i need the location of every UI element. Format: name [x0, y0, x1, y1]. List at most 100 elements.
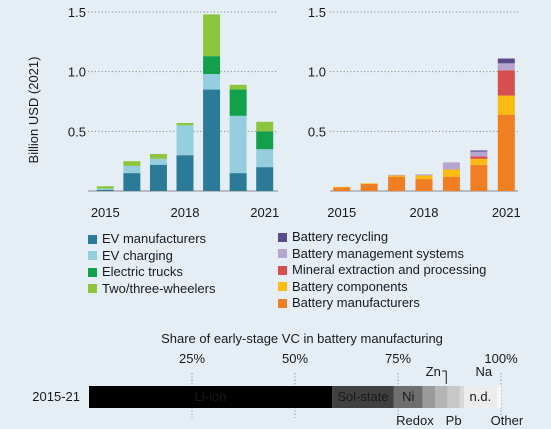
- share-segment: [332, 386, 394, 408]
- bar-segment: [388, 175, 406, 177]
- bar-segment: [123, 161, 141, 166]
- legend-label: Electric trucks: [102, 264, 183, 280]
- bar-segment: [123, 173, 141, 191]
- bar-segment: [388, 174, 406, 176]
- legend-swatch: [88, 267, 97, 277]
- y-tick-label: 0.5: [308, 124, 326, 139]
- legend-swatch: [278, 232, 287, 242]
- bar-segment: [123, 165, 141, 174]
- legend-label: EV manufacturers: [102, 231, 207, 247]
- share-segment: [447, 386, 460, 408]
- bar-segment: [497, 63, 515, 71]
- legend-left: EV manufacturers EV charging Electric tr…: [88, 231, 215, 297]
- legend-label: EV charging: [102, 247, 173, 263]
- share-segment: [496, 386, 501, 408]
- legend-item: Battery management systems: [278, 246, 486, 263]
- bar-segment: [96, 189, 114, 191]
- bar-segment: [442, 169, 460, 177]
- bar-segment: [203, 56, 221, 75]
- legend-swatch: [88, 251, 97, 261]
- segment-label: Na: [476, 364, 493, 379]
- legend-item: EV manufacturers: [88, 231, 215, 248]
- bar-segment: [256, 149, 274, 168]
- legend-swatch: [278, 249, 287, 259]
- bar-segment: [497, 95, 515, 115]
- ev-investment-chart: 0.5 1.0 1.5 2015 2018 2021: [68, 5, 279, 220]
- x-tick-label: 2021: [492, 205, 521, 220]
- y-axis-label: Billion USD (2021): [26, 57, 41, 164]
- bar-segment: [360, 183, 378, 184]
- y-tick-label: 1.5: [308, 5, 326, 20]
- legend-item: Battery recycling: [278, 229, 486, 246]
- segment-label: Ni: [402, 389, 414, 404]
- y-tick-label: 0.5: [68, 124, 86, 139]
- legend-label: Two/three-wheelers: [102, 280, 216, 296]
- segment-label: Sol-state: [337, 389, 388, 404]
- legend-swatch: [278, 298, 287, 308]
- bar-segment: [149, 158, 167, 165]
- bar-segment: [333, 186, 351, 188]
- bar-segment: [388, 176, 406, 191]
- bar-segment: [497, 70, 515, 96]
- bar-segment: [470, 158, 488, 165]
- bar-segment: [470, 156, 488, 159]
- legend-item: Mineral extraction and processing: [278, 262, 486, 279]
- legend-item: Two/three-wheelers: [88, 281, 215, 298]
- bar-segment: [497, 114, 515, 191]
- segment-label: n.d.: [470, 389, 492, 404]
- bar-segment: [442, 162, 460, 170]
- legend-label: Battery management systems: [292, 245, 464, 261]
- bar-segment: [96, 188, 114, 190]
- share-chart-title: Share of early-stage VC in battery manuf…: [161, 331, 443, 346]
- share-segment: [435, 386, 448, 408]
- x-tick-label: 2018: [171, 205, 200, 220]
- bar-segment: [497, 58, 515, 64]
- x-tick-label: 2015: [327, 205, 356, 220]
- legend-item: Battery manufacturers: [278, 295, 486, 312]
- share-segment: [459, 386, 464, 408]
- bar-segment: [415, 174, 433, 176]
- bar-segment: [203, 89, 221, 191]
- x-tick-label: 2021: [250, 205, 279, 220]
- segment-label: Zn: [426, 364, 441, 379]
- bar-segment: [96, 186, 114, 189]
- share-segment: [393, 386, 423, 408]
- bar-segment: [415, 175, 433, 180]
- x-tick-label: 100%: [484, 351, 518, 366]
- legend-label: Mineral extraction and processing: [292, 262, 487, 278]
- bar-segment: [176, 155, 194, 191]
- bar-segment: [229, 173, 247, 191]
- bar-segment: [229, 84, 247, 90]
- bar-segment: [333, 187, 351, 191]
- legend-label: Battery recycling: [292, 229, 389, 245]
- bar-segment: [176, 122, 194, 126]
- bar-segment: [470, 151, 488, 157]
- bar-segment: [176, 125, 194, 156]
- bar-segment: [149, 154, 167, 159]
- segment-label: Pb: [446, 413, 462, 428]
- bar-segment: [229, 115, 247, 174]
- bar-segment: [442, 176, 460, 191]
- y-tick-label: 1.5: [68, 5, 86, 20]
- legend-swatch: [278, 282, 287, 292]
- share-segment: [463, 386, 497, 408]
- bar-segment: [470, 150, 488, 152]
- bar-segment: [203, 14, 221, 57]
- share-segment: [89, 386, 333, 408]
- x-tick-label: 2018: [410, 205, 439, 220]
- bar-segment: [415, 179, 433, 191]
- y-tick-label: 1.0: [308, 65, 326, 80]
- bar-segment: [256, 121, 274, 132]
- legend-right: Battery recycling Battery management sys…: [278, 229, 486, 312]
- bar-segment: [256, 131, 274, 150]
- bar-segment: [229, 89, 247, 116]
- legend-label: Battery components: [292, 278, 408, 294]
- legend-item: Battery components: [278, 279, 486, 296]
- legend-item: Electric trucks: [88, 264, 215, 281]
- x-tick-label: 2015: [91, 205, 120, 220]
- legend-label: Battery manufacturers: [292, 295, 420, 311]
- bar-segment: [256, 167, 274, 191]
- x-tick-label: 25%: [179, 351, 205, 366]
- x-tick-label: 50%: [282, 351, 308, 366]
